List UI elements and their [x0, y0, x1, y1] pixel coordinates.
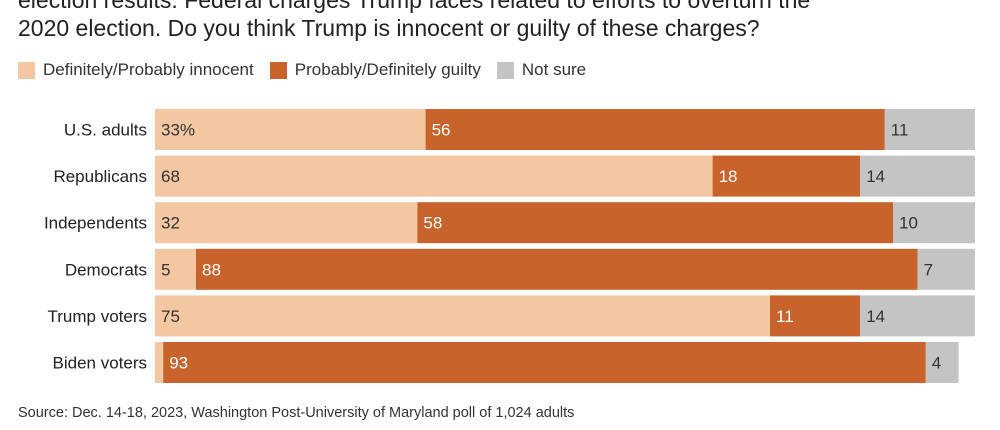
source-note: Source: Dec. 14-18, 2023, Washington Pos… — [18, 405, 575, 421]
category-label-u-s-adults: U.S. adults — [64, 121, 147, 140]
data-label-democrats-not-sure: 7 — [924, 260, 933, 279]
bar-democrats-not-sure — [917, 248, 975, 290]
bar-republicans-innocent — [155, 155, 713, 197]
bar-u-s-adults-guilty — [425, 109, 885, 150]
legend-item-not-sure: Not sure — [496, 60, 587, 80]
data-label-independents-not-sure: 10 — [899, 214, 918, 233]
category-label-biden-voters: Biden voters — [53, 354, 148, 373]
legend-item-guilty: Probably/Definitely guilty — [269, 60, 481, 80]
legend-label-not-sure: Not sure — [521, 60, 587, 79]
legend-item-innocent: Definitely/Probably innocent — [18, 60, 254, 80]
data-label-trump-voters-not-sure: 14 — [866, 307, 885, 326]
legend-swatch-guilty — [269, 61, 287, 79]
data-label-biden-voters-not-sure: 4 — [932, 354, 941, 373]
bar-biden-voters-innocent — [155, 342, 164, 383]
data-label-u-s-adults-guilty: 56 — [432, 121, 451, 140]
data-label-democrats-guilty: 88 — [202, 260, 221, 279]
bar-independents-guilty — [417, 202, 893, 244]
category-label-democrats: Democrats — [65, 260, 147, 279]
bar-democrats-guilty — [196, 248, 918, 290]
bar-independents-innocent — [155, 202, 418, 244]
legend: Definitely/Probably innocent Probably/De… — [18, 59, 602, 81]
data-label-republicans-innocent: 68 — [161, 167, 180, 186]
data-label-biden-voters-guilty: 93 — [169, 354, 188, 373]
category-label-independents: Independents — [44, 214, 147, 233]
category-label-trump-voters: Trump voters — [47, 307, 147, 326]
data-label-independents-guilty: 58 — [423, 214, 442, 233]
bar-republicans-guilty — [712, 155, 861, 197]
bar-trump-voters-guilty — [770, 295, 861, 337]
legend-label-guilty: Probably/Definitely guilty — [294, 60, 481, 79]
stacked-bar-chart: U.S. adults 33% 56 11 Republicans 68 18 14 Indep… — [44, 109, 975, 383]
bar-democrats-innocent — [155, 248, 196, 290]
legend-swatch-not-sure — [496, 61, 514, 79]
category-label-republicans: Republicans — [53, 167, 147, 186]
data-label-u-s-adults-not-sure: 11 — [891, 121, 909, 140]
data-label-trump-voters-guilty: 11 — [776, 307, 794, 326]
bar-u-s-adults-innocent — [155, 109, 426, 150]
bar-biden-voters-guilty — [163, 342, 926, 383]
legend-label-innocent: Definitely/Probably innocent — [43, 60, 254, 79]
data-label-u-s-adults-innocent: 33% — [161, 121, 195, 140]
data-label-democrats-innocent: 5 — [161, 260, 170, 279]
legend-swatch-innocent — [18, 61, 35, 79]
bar-u-s-adults-not-sure — [884, 109, 975, 150]
chart-title-line-1: election results. Federal charges Trump … — [18, 0, 811, 13]
bar-independents-not-sure — [893, 202, 975, 244]
bar-biden-voters-not-sure — [925, 342, 959, 383]
bar-republicans-not-sure — [860, 155, 975, 197]
data-label-trump-voters-innocent: 75 — [161, 307, 180, 326]
bar-trump-voters-not-sure — [860, 295, 975, 337]
data-label-republicans-guilty: 18 — [719, 167, 738, 186]
data-label-independents-innocent: 32 — [161, 214, 180, 233]
bar-trump-voters-innocent — [155, 295, 770, 337]
chart-title-line-2: 2020 election. Do you think Trump is inn… — [18, 15, 760, 41]
data-label-republicans-not-sure: 14 — [866, 167, 885, 186]
